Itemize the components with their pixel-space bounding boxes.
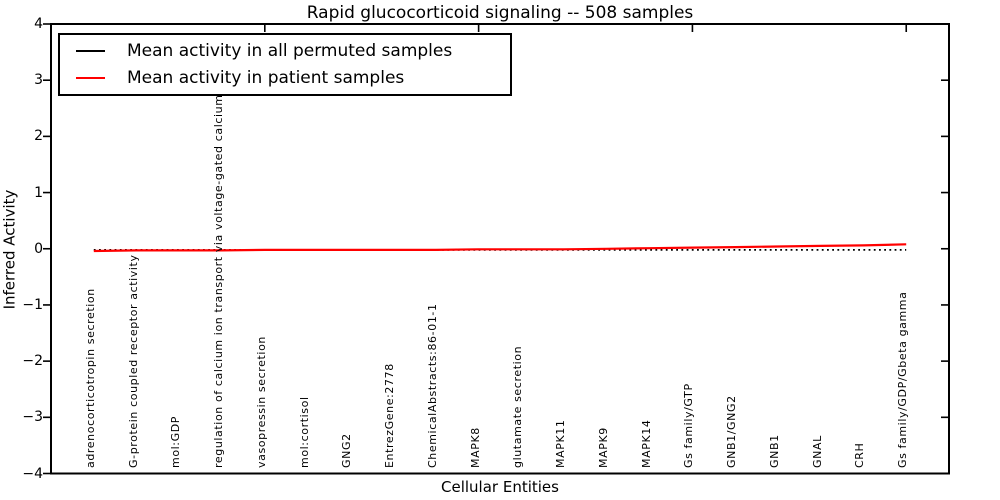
- x-tick-label: GNAL: [810, 435, 824, 468]
- x-tick-label: mol:GDP: [169, 415, 183, 468]
- y-tick-label: −3: [22, 409, 43, 426]
- legend-line-sample-black: [76, 49, 105, 52]
- x-tick-label: ChemicalAbstracts:86-01-1: [425, 303, 439, 468]
- x-tick-label: MAPK8: [468, 427, 482, 468]
- x-tick-label: Gs family/GTP: [682, 383, 696, 468]
- y-tick-label: 1: [34, 184, 43, 201]
- legend-item-patient: Mean activity in patient samples: [60, 65, 510, 93]
- x-tick-label: MAPK11: [554, 419, 568, 468]
- x-tick-label: GNG2: [340, 433, 354, 468]
- legend-label-permuted: Mean activity in all permuted samples: [127, 40, 453, 61]
- y-tick-label: −2: [22, 353, 43, 370]
- x-tick-label: G-protein coupled receptor activity: [126, 254, 140, 468]
- legend: Mean activity in all permuted samples Me…: [58, 33, 512, 96]
- x-tick-label: MAPK14: [639, 419, 653, 468]
- x-axis-label: Cellular Entities: [441, 478, 559, 496]
- x-tick-label: EntrezGene:2778: [383, 363, 397, 468]
- x-tick-label: Gs family/GDP/Gbeta gamma: [896, 291, 910, 468]
- x-tick-label: regulation of calcium ion transport via …: [212, 36, 226, 468]
- legend-line-sample-red: [76, 77, 105, 80]
- x-tick-label: GNB1: [767, 434, 781, 468]
- x-tick-label: MAPK9: [596, 427, 610, 468]
- y-tick-label: 2: [34, 128, 43, 145]
- x-tick-label: GNB1/GNG2: [725, 395, 739, 468]
- legend-item-permuted: Mean activity in all permuted samples: [60, 37, 510, 65]
- legend-label-patient: Mean activity in patient samples: [127, 68, 405, 89]
- x-tick-label: adrenocorticotropin secretion: [83, 288, 97, 468]
- x-tick-label: vasopressin secretion: [254, 336, 268, 468]
- chart-title: Rapid glucocorticoid signaling -- 508 sa…: [306, 3, 694, 23]
- x-tick-label: mol:cortisol: [297, 396, 311, 468]
- y-tick-label: −1: [22, 296, 43, 313]
- y-tick-label: −4: [22, 465, 43, 482]
- axes-frame: [50, 23, 950, 475]
- x-tick-label: CRH: [853, 442, 867, 468]
- y-tick-label: 0: [34, 240, 43, 257]
- y-tick-label: 4: [34, 16, 43, 32]
- series-line-patient: [93, 243, 907, 253]
- x-tick-label: glutamate secretion: [511, 345, 525, 468]
- y-tick-label: 3: [34, 72, 43, 89]
